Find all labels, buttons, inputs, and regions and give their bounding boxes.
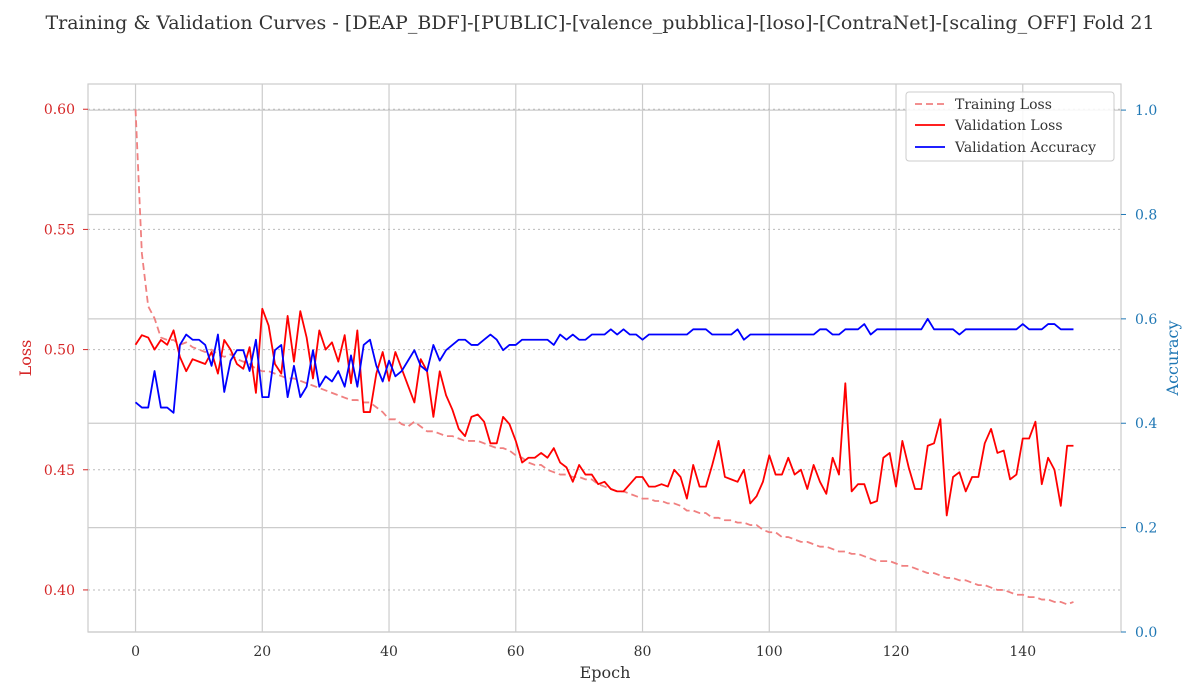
validation-loss-line [134, 307, 1074, 517]
y-right-tick-label: 0.4 [1135, 416, 1157, 432]
legend-label-training-loss: Training Loss [955, 97, 1052, 113]
x-tick-label: 40 [380, 644, 398, 660]
y-right-tick-label: 0.6 [1135, 312, 1157, 328]
y-left-axis-label: Loss [16, 340, 35, 377]
x-tick-label: 0 [131, 644, 140, 660]
y-left-tick-label: 0.55 [44, 222, 75, 238]
y-right-axis-label: Accuracy [1163, 321, 1182, 397]
plot-background [88, 84, 1121, 632]
x-axis-label: Epoch [580, 663, 631, 682]
y-left-tick-label: 0.60 [44, 102, 75, 118]
y-left-tick-label: 0.50 [44, 343, 75, 359]
y-left-tick-label: 0.40 [44, 583, 75, 599]
y-left-axis-ticks: 0.40 0.45 0.50 0.55 0.60 [44, 102, 88, 599]
plot-frame [87, 83, 1122, 633]
chart-title: Training & Validation Curves - [DEAP_BDF… [45, 12, 1154, 34]
y-right-tick-label: 1.0 [1135, 103, 1157, 119]
x-tick-label: 60 [507, 644, 525, 660]
y-right-tick-label: 0.2 [1135, 521, 1157, 537]
x-tick-label: 120 [883, 644, 910, 660]
x-tick-label: 100 [756, 644, 783, 660]
x-tick-label: 140 [1009, 644, 1036, 660]
legend-box [905, 91, 1115, 162]
legend-label-validation-loss: Validation Loss [954, 118, 1063, 134]
legend-label-validation-accuracy: Validation Accuracy [954, 140, 1096, 156]
x-tick-label: 80 [634, 644, 652, 660]
y-right-tick-label: 0.8 [1135, 207, 1157, 223]
x-axis-ticks: 0 20 40 60 80 100 120 140 [131, 644, 1036, 660]
legend: Training Loss Validation Loss Validation… [905, 91, 1115, 162]
series-lines [134, 109, 1074, 606]
validation-accuracy-line [134, 317, 1074, 414]
y-right-tick-label: 0.0 [1135, 625, 1157, 641]
plot-area [87, 83, 1122, 633]
y-left-tick-label: 0.45 [44, 463, 75, 479]
x-tick-label: 20 [253, 644, 271, 660]
y-right-axis-ticks: 0.0 0.2 0.4 0.6 0.8 1.0 [1121, 103, 1157, 641]
